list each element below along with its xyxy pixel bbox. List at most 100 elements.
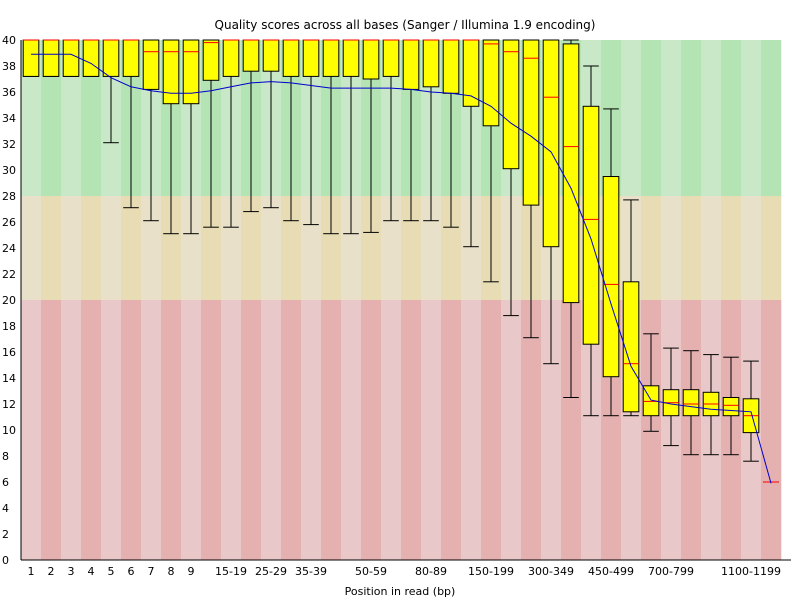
zone-2-stripe <box>101 300 122 560</box>
box-body <box>362 39 380 80</box>
y-tick-label: 14 <box>2 372 16 385</box>
box-800-899 <box>682 350 700 456</box>
y-tick-label: 40 <box>2 34 16 47</box>
y-tick-label: 4 <box>2 502 9 515</box>
y-tick-label: 24 <box>2 242 16 255</box>
box-1 <box>22 39 40 77</box>
zone-1-stripe <box>221 196 242 300</box>
box-body <box>202 39 220 81</box>
box-body <box>182 39 200 105</box>
zone-2-stripe <box>761 300 782 560</box>
box-35-39 <box>302 39 320 226</box>
zone-1-stripe <box>161 196 182 300</box>
box-3 <box>62 39 80 77</box>
box-body <box>102 39 120 77</box>
box-45-49 <box>342 39 360 235</box>
box-body <box>242 39 260 72</box>
zone-1-stripe <box>741 196 762 300</box>
box-body <box>722 397 740 417</box>
x-tick-label: 25-29 <box>255 565 287 578</box>
box-450-499 <box>602 108 620 417</box>
box-body <box>262 39 280 72</box>
zone-0-stripe <box>21 40 42 196</box>
box-8 <box>162 39 180 235</box>
y-tick-label: 32 <box>2 138 16 151</box>
zone-0-stripe <box>621 40 642 196</box>
y-tick-label: 0 <box>2 554 9 567</box>
box-body <box>622 281 640 413</box>
zone-1-stripe <box>101 196 122 300</box>
zone-2-stripe <box>241 300 262 560</box>
box-10-14 <box>202 39 220 228</box>
box-2 <box>42 39 60 77</box>
x-tick-label: 6 <box>128 565 135 578</box>
zone-1-stripe <box>441 196 462 300</box>
box-body <box>502 39 520 170</box>
box-body <box>342 39 360 77</box>
box-body <box>382 39 400 77</box>
y-tick-label: 18 <box>2 320 16 333</box>
zone-2-stripe <box>381 300 402 560</box>
x-tick-label: 5 <box>108 565 115 578</box>
zone-0-stripe <box>81 40 102 196</box>
box-700-799 <box>662 347 680 447</box>
box-body <box>62 39 80 77</box>
x-axis-label: Position in read (bp) <box>345 585 456 598</box>
zone-0-stripe <box>761 40 782 196</box>
box-60-69 <box>382 39 400 222</box>
zone-1-stripe <box>301 196 322 300</box>
zone-1-stripe <box>21 196 42 300</box>
zone-2-stripe <box>361 300 382 560</box>
box-400-449 <box>582 65 600 417</box>
zone-2-stripe <box>81 300 102 560</box>
y-tick-label: 2 <box>2 528 9 541</box>
x-tick-label: 9 <box>188 565 195 578</box>
zone-2-stripe <box>281 300 302 560</box>
zone-1-stripe <box>341 196 362 300</box>
x-tick-label: 35-39 <box>295 565 327 578</box>
zone-1-stripe <box>121 196 142 300</box>
mean-line-group <box>31 53 772 484</box>
zone-1-stripe <box>641 196 662 300</box>
zone-1-stripe <box>661 196 682 300</box>
box-body <box>402 39 420 90</box>
box-body <box>142 39 160 90</box>
y-tick-label: 6 <box>2 476 9 489</box>
box-body <box>582 105 600 345</box>
zone-0-stripe <box>61 40 82 196</box>
box-body <box>522 39 540 206</box>
zone-1-stripe <box>61 196 82 300</box>
zone-1-stripe <box>321 196 342 300</box>
box-30-34 <box>282 39 300 222</box>
zone-2-stripe <box>141 300 162 560</box>
box-5 <box>102 39 120 144</box>
zone-0-stripe <box>701 40 722 196</box>
zone-2-stripe <box>501 300 522 560</box>
y-tick-label: 8 <box>2 450 9 463</box>
box-body <box>302 39 320 77</box>
axes <box>20 40 791 561</box>
y-tick-label: 26 <box>2 216 16 229</box>
zone-2-stripe <box>121 300 142 560</box>
zone-2-stripe <box>421 300 442 560</box>
box-body <box>442 39 460 94</box>
zone-2-stripe <box>481 300 502 560</box>
box-4 <box>82 39 100 77</box>
zone-1-stripe <box>701 196 722 300</box>
box-body <box>162 39 180 105</box>
x-tick-label: 15-19 <box>215 565 247 578</box>
box-series <box>22 39 779 483</box>
box-body <box>542 39 560 248</box>
zone-2-stripe <box>181 300 202 560</box>
box-body <box>482 39 500 127</box>
box-body <box>22 39 40 77</box>
zone-2-stripe <box>561 300 582 560</box>
box-7 <box>142 39 160 222</box>
zone-1-stripe <box>681 196 702 300</box>
y-tick-label: 36 <box>2 86 16 99</box>
zone-2-stripe <box>581 300 602 560</box>
zone-1-stripe <box>721 196 742 300</box>
zone-2-stripe <box>161 300 182 560</box>
x-tick-label: 80-89 <box>415 565 447 578</box>
